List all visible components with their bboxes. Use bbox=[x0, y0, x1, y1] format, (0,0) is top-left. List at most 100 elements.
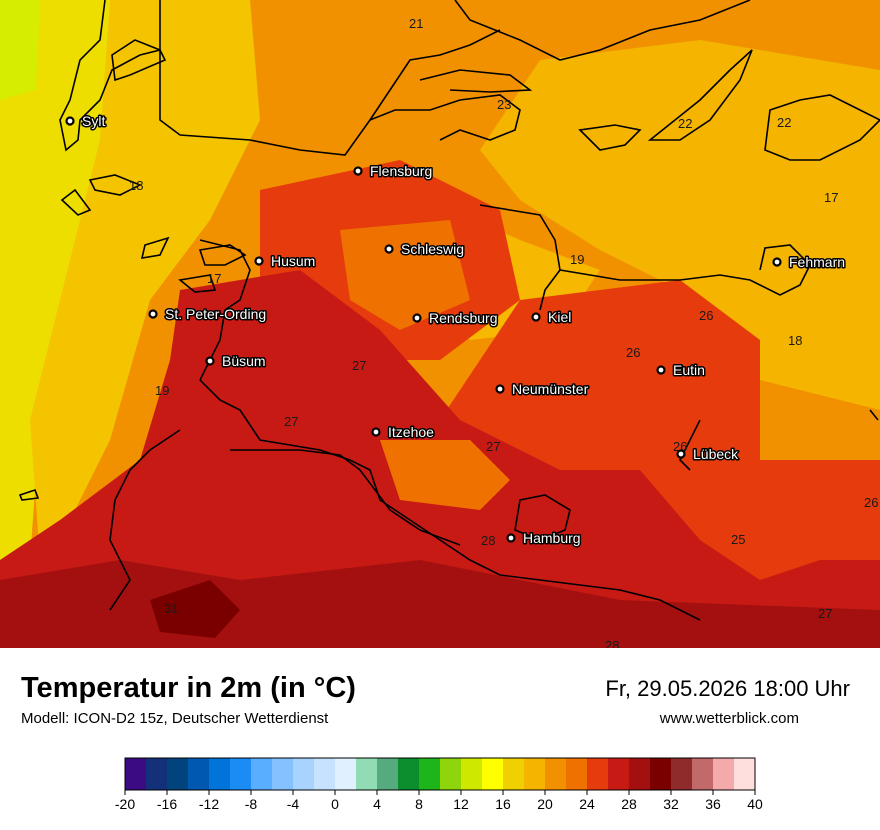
colorbar-tick-label: -20 bbox=[115, 796, 135, 812]
colorbar-tick-label: 16 bbox=[495, 796, 511, 812]
colorbar-tick-label: 8 bbox=[415, 796, 423, 812]
zone-hotspot-maroon bbox=[150, 580, 240, 638]
city-label: Itzehoe bbox=[388, 424, 434, 440]
temperature-value-label: 22 bbox=[678, 116, 692, 131]
chart-title: Temperatur in 2m (in °C) bbox=[21, 672, 356, 704]
zone-west-gold bbox=[30, 0, 260, 560]
temperature-value-label: 26 bbox=[864, 495, 878, 510]
city-markers: Sylt Flensburg Schleswig Husum Fehmarn St. Pe… bbox=[65, 112, 847, 548]
colorbar-segment bbox=[587, 758, 609, 790]
value-labels: 21 23 22 22 18 17 19 17 26 18 26 27 19 27 27 26 26 28 25 31… bbox=[129, 16, 878, 648]
colorbar-tick-label: 32 bbox=[663, 796, 679, 812]
colorbar-segment bbox=[671, 758, 693, 790]
colorbar-tick-label: -4 bbox=[287, 796, 300, 812]
city-label: Lübeck bbox=[693, 446, 739, 462]
colorbar-segment bbox=[146, 758, 168, 790]
city-label: St. Peter-Ording bbox=[165, 306, 266, 322]
city-label: Büsum bbox=[222, 353, 266, 369]
colorbar-tick-label: -8 bbox=[245, 796, 258, 812]
temperature-value-label: 17 bbox=[824, 190, 838, 205]
temperature-value-label: 18 bbox=[129, 178, 143, 193]
city-label: Sylt bbox=[82, 113, 105, 129]
colorbar-segment bbox=[545, 758, 567, 790]
colorbar-segment bbox=[713, 758, 735, 790]
colorbar-tick-label: 12 bbox=[453, 796, 469, 812]
colorbar-segment bbox=[335, 758, 357, 790]
colorbar-segment bbox=[461, 758, 483, 790]
colorbar-segment bbox=[482, 758, 504, 790]
temperature-value-label: 19 bbox=[570, 252, 584, 267]
city-marker bbox=[656, 365, 666, 375]
city-marker bbox=[353, 166, 363, 176]
city-label: Flensburg bbox=[370, 163, 432, 179]
temperature-value-label: 27 bbox=[284, 414, 298, 429]
colorbar-segment bbox=[209, 758, 231, 790]
website-link[interactable]: www.wetterblick.com bbox=[659, 710, 799, 727]
colorbar-segment bbox=[356, 758, 378, 790]
temperature-value-label: 26 bbox=[673, 439, 687, 454]
city-marker bbox=[254, 256, 264, 266]
colorbar-border bbox=[124, 757, 756, 791]
colorbar-segment bbox=[293, 758, 315, 790]
colorbar-segment bbox=[692, 758, 714, 790]
colorbar-segment bbox=[251, 758, 273, 790]
colorbar-tick-label: 28 bbox=[621, 796, 637, 812]
colorbar-segment bbox=[188, 758, 210, 790]
zone-northwest-lime bbox=[0, 0, 40, 100]
temperature-value-label: 21 bbox=[409, 16, 423, 31]
temperature-value-label: 27 bbox=[352, 358, 366, 373]
colorbar-tick-label: 40 bbox=[747, 796, 763, 812]
temperature-value-label: 22 bbox=[777, 115, 791, 130]
colorbar-segment bbox=[440, 758, 462, 790]
city-label: Husum bbox=[271, 253, 315, 269]
city-marker bbox=[384, 244, 394, 254]
colorbar-segment bbox=[524, 758, 546, 790]
colorbar-tick-label: 24 bbox=[579, 796, 595, 812]
temperature-value-label: 28 bbox=[605, 638, 619, 648]
city-label: Fehmarn bbox=[789, 254, 845, 270]
city-label: Neumünster bbox=[512, 381, 589, 397]
colorbar-segment bbox=[230, 758, 252, 790]
temperature-value-label: 17 bbox=[207, 271, 221, 286]
model-subtitle: Modell: ICON-D2 15z, Deutscher Wetterdie… bbox=[21, 710, 329, 727]
colorbar-segment bbox=[272, 758, 294, 790]
colorbar-segment bbox=[314, 758, 336, 790]
city-marker bbox=[371, 427, 381, 437]
temperature-value-label: 26 bbox=[626, 345, 640, 360]
colorbar-segment bbox=[419, 758, 441, 790]
colorbar-segment bbox=[377, 758, 399, 790]
city-marker bbox=[506, 533, 516, 543]
city-label: Hamburg bbox=[523, 530, 581, 546]
temperature-value-label: 26 bbox=[699, 308, 713, 323]
colorbar-segment bbox=[608, 758, 630, 790]
temperature-value-label: 19 bbox=[155, 383, 169, 398]
city-label: Schleswig bbox=[401, 241, 464, 257]
temperature-value-label: 25 bbox=[731, 532, 745, 547]
colorbar-tick-label: 4 bbox=[373, 796, 381, 812]
temperature-value-label: 27 bbox=[818, 606, 832, 621]
colorbar-segment bbox=[503, 758, 525, 790]
city-marker bbox=[495, 384, 505, 394]
colorbar-tick-label: -12 bbox=[199, 796, 219, 812]
city-marker bbox=[531, 312, 541, 322]
city-marker bbox=[676, 449, 686, 459]
colorbar-segment bbox=[398, 758, 420, 790]
temperature-value-label: 27 bbox=[486, 439, 500, 454]
city-label: Rendsburg bbox=[429, 310, 498, 326]
city-label: Kiel bbox=[548, 309, 571, 325]
city-label: Eutin bbox=[673, 362, 705, 378]
zone-east-gold bbox=[480, 40, 880, 410]
temperature-value-label: 31 bbox=[164, 601, 178, 616]
city-marker bbox=[772, 257, 782, 267]
colorbar-segment bbox=[167, 758, 189, 790]
colorbar-segment bbox=[566, 758, 588, 790]
temperature-value-label: 28 bbox=[481, 533, 495, 548]
temperature-map: 21 23 22 22 18 17 19 17 26 18 26 27 19 27 27 26 26 28 25 31… bbox=[0, 0, 880, 648]
colorbar-tick-label: 36 bbox=[705, 796, 721, 812]
colorbar-segment bbox=[125, 758, 147, 790]
colorbar-segment bbox=[629, 758, 651, 790]
city-marker bbox=[205, 356, 215, 366]
zone-central-orange bbox=[340, 220, 470, 330]
city-marker bbox=[65, 116, 75, 126]
colorbar-tick-label: -16 bbox=[157, 796, 177, 812]
